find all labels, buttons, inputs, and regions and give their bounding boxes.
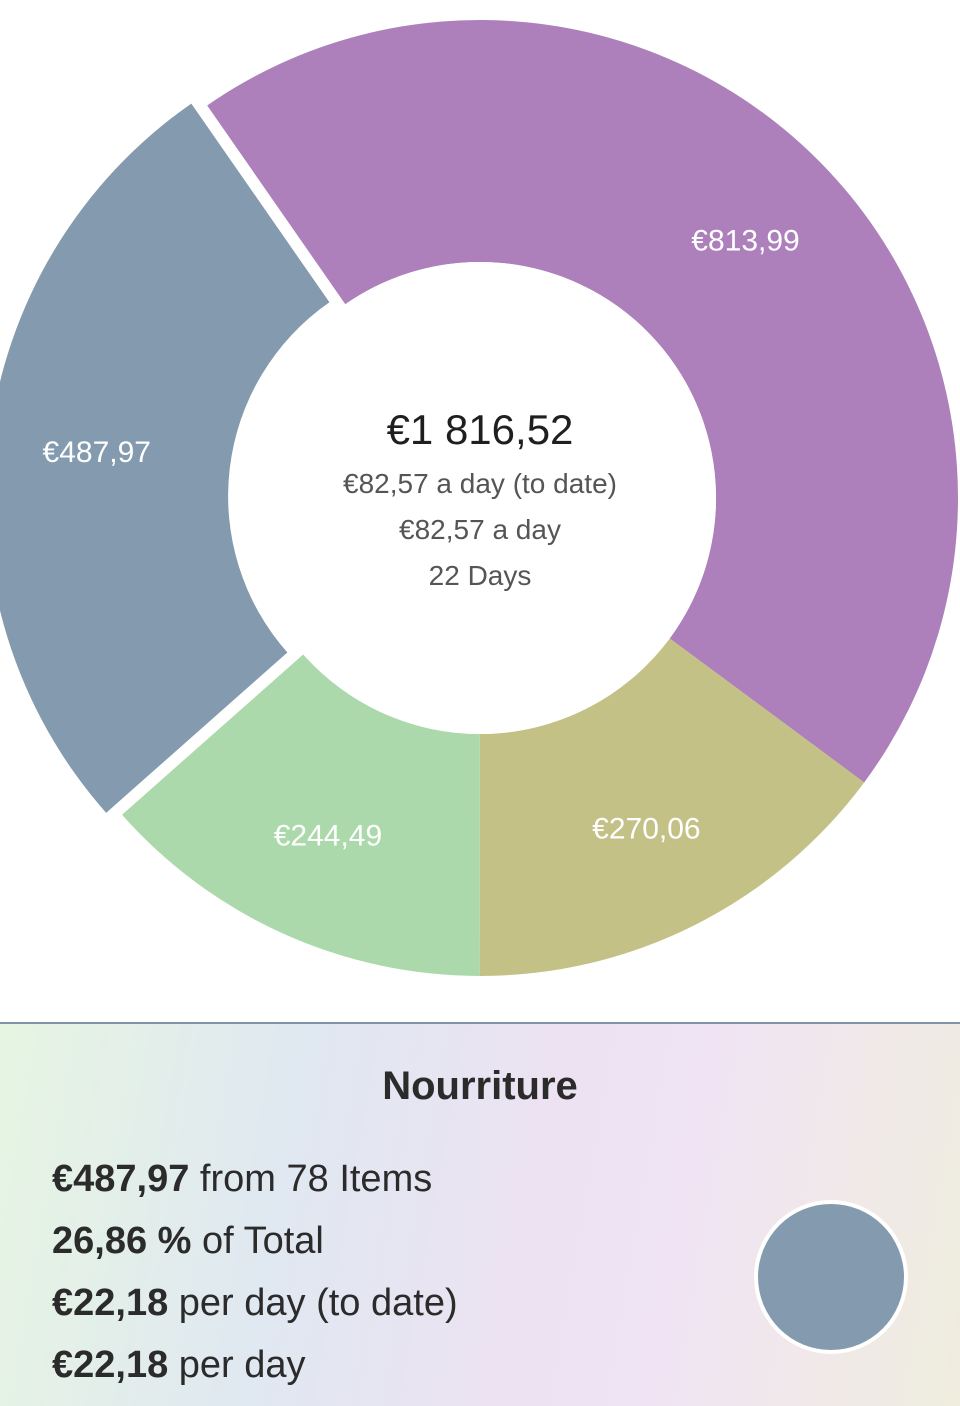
category-amount-value: €487,97	[52, 1158, 190, 1200]
donut-center-hole	[244, 262, 716, 734]
category-per-day-line: €22,18 per day	[52, 1344, 306, 1387]
daily-average: €82,57 a day	[399, 514, 561, 545]
category-amount-line: €487,97 from 78 Items	[52, 1158, 432, 1201]
category-title: Nourriture	[382, 1064, 578, 1108]
donut-slice-1[interactable]	[479, 638, 865, 976]
donut-slice-3[interactable]	[0, 103, 330, 813]
category-per-day-value: €22,18	[52, 1344, 169, 1386]
category-per-day-text: per day	[168, 1344, 306, 1386]
donut-chart-svg: €813,99 €270,06 €244,49 €487,97 €1 816,52 €…	[0, 20, 958, 976]
category-color-swatch[interactable]	[758, 1204, 904, 1350]
category-percent-value: 26,86 %	[52, 1220, 192, 1262]
total-amount: €1 816,52	[387, 406, 574, 453]
category-percent-text: of Total	[191, 1220, 324, 1262]
donut-slice-0[interactable]	[207, 20, 958, 783]
donut-slice-label-2: €244,49	[274, 819, 382, 852]
donut-slice-label-0: €813,99	[691, 224, 799, 257]
donut-slice-2[interactable]	[122, 654, 480, 976]
category-detail-panel: Nourriture €487,97 from 78 Items 26,86 %…	[0, 1022, 960, 1406]
daily-average-to-date: €82,57 a day (to date)	[343, 468, 617, 499]
days-count: 22 Days	[429, 560, 532, 591]
spending-donut-chart: €813,99 €270,06 €244,49 €487,97 €1 816,52 €…	[0, 20, 958, 976]
donut-slice-label-3: €487,97	[43, 436, 151, 469]
donut-slice-label-1: €270,06	[592, 812, 700, 845]
category-per-day-to-date-line: €22,18 per day (to date)	[52, 1282, 458, 1325]
category-per-day-to-date-text: per day (to date)	[168, 1282, 458, 1324]
category-percent-line: 26,86 % of Total	[52, 1220, 324, 1263]
category-amount-text: from 78 Items	[189, 1158, 433, 1200]
category-per-day-to-date-value: €22,18	[52, 1282, 169, 1324]
